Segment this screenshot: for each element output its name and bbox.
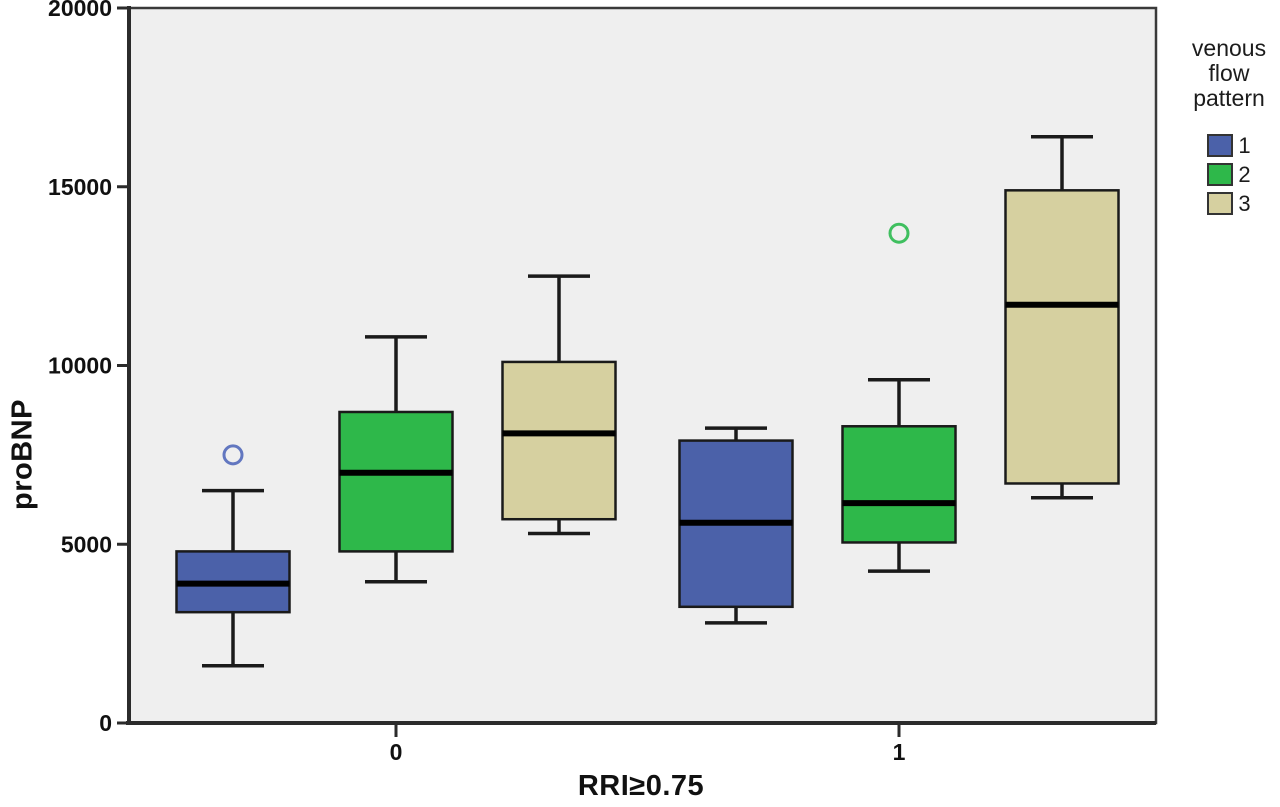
- legend-title: venous flow pattern: [1178, 36, 1280, 111]
- legend-swatch-icon: [1207, 192, 1234, 215]
- x-tick-label: 0: [390, 739, 403, 765]
- legend-item-2: 2: [1178, 162, 1280, 187]
- legend-item-3: 3: [1178, 191, 1280, 216]
- x-axis-title: RRI≥0.75: [577, 770, 705, 802]
- y-tick-label: 15000: [48, 174, 112, 200]
- legend-item-1: 1: [1178, 133, 1280, 158]
- legend-swatch-icon: [1207, 134, 1234, 157]
- outlier-icon: [222, 444, 244, 466]
- box-pattern-2-rri-1: [841, 425, 957, 544]
- legend-item-label: 3: [1238, 190, 1251, 216]
- legend-item-label: 2: [1238, 161, 1251, 187]
- y-tick-label: 0: [99, 710, 112, 736]
- legend: venous flow pattern 1 2 3: [1178, 36, 1280, 220]
- legend-title-line-1: venous: [1191, 35, 1267, 61]
- legend-swatch-icon: [1207, 163, 1234, 186]
- y-tick-label: 20000: [48, 0, 112, 21]
- y-tick-label: 10000: [48, 353, 112, 379]
- y-axis-title: proBNP: [6, 399, 39, 510]
- legend-item-label: 1: [1238, 132, 1251, 158]
- box-pattern-3-rri-0: [501, 360, 617, 521]
- plot-area: [127, 6, 1158, 725]
- y-tick-label: 5000: [61, 531, 112, 557]
- box-pattern-2-rri-0: [338, 410, 454, 553]
- legend-title-line-2: flow: [1208, 60, 1250, 86]
- x-tick-label: 1: [893, 739, 906, 765]
- legend-items: 1 2 3: [1178, 133, 1280, 216]
- legend-title-line-3: pattern: [1193, 85, 1265, 111]
- outlier-icon: [888, 222, 910, 244]
- box-pattern-3-rri-1: [1004, 189, 1120, 485]
